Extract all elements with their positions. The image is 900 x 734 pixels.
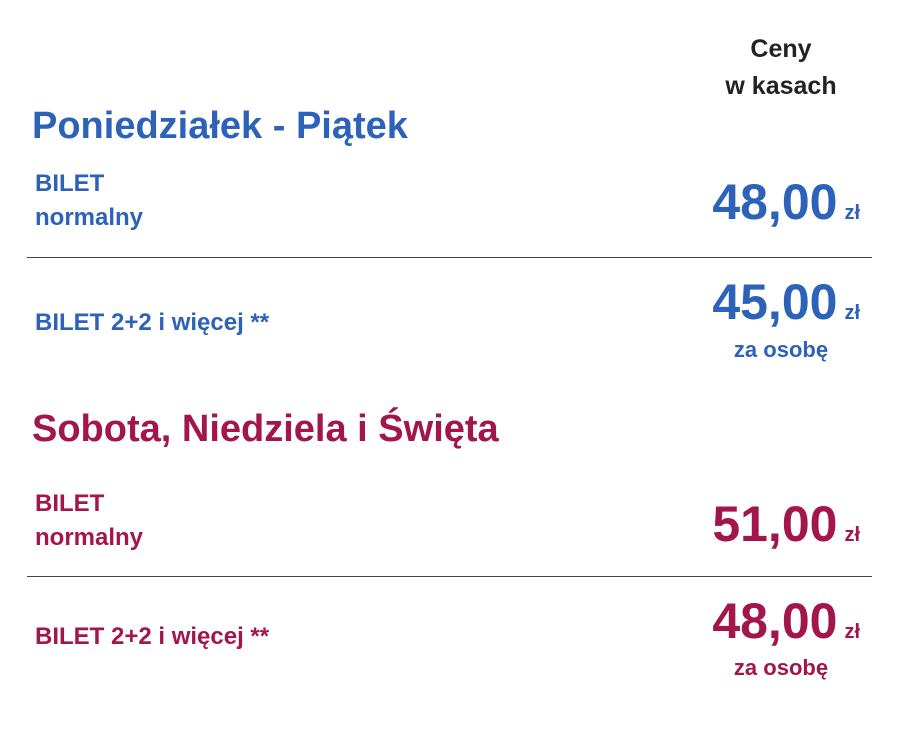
currency: zł xyxy=(844,524,860,546)
price-note: za osobę xyxy=(733,655,829,680)
divider xyxy=(27,257,872,258)
row-label: BILET xyxy=(35,490,105,517)
price: 45,00 zł xyxy=(712,277,860,327)
section-title: Poniedziałek - Piątek xyxy=(32,105,408,147)
currency: zł xyxy=(844,202,860,224)
row-label: BILET xyxy=(35,170,105,197)
price: 48,00 zł xyxy=(712,177,860,227)
section-title: Sobota, Niedziela i Święta xyxy=(32,408,499,450)
header-line: w kasach xyxy=(725,72,837,100)
price: 51,00 zł xyxy=(712,499,860,549)
divider xyxy=(27,576,872,577)
currency: zł xyxy=(844,302,860,324)
price-note: za osobę xyxy=(733,337,829,362)
row-label: BILET 2+2 i więcej ** xyxy=(35,309,270,336)
price: 48,00 zł xyxy=(712,596,860,646)
price-value: 45,00 xyxy=(712,274,838,330)
price-value: 48,00 xyxy=(712,593,838,649)
price-value: 51,00 xyxy=(712,496,838,552)
row-label: normalny xyxy=(35,524,144,551)
header-line: Ceny xyxy=(750,35,812,63)
price-value: 48,00 xyxy=(712,174,838,230)
row-label: normalny xyxy=(35,204,144,231)
row-label: BILET 2+2 i więcej ** xyxy=(35,623,270,650)
currency: zł xyxy=(844,621,860,643)
